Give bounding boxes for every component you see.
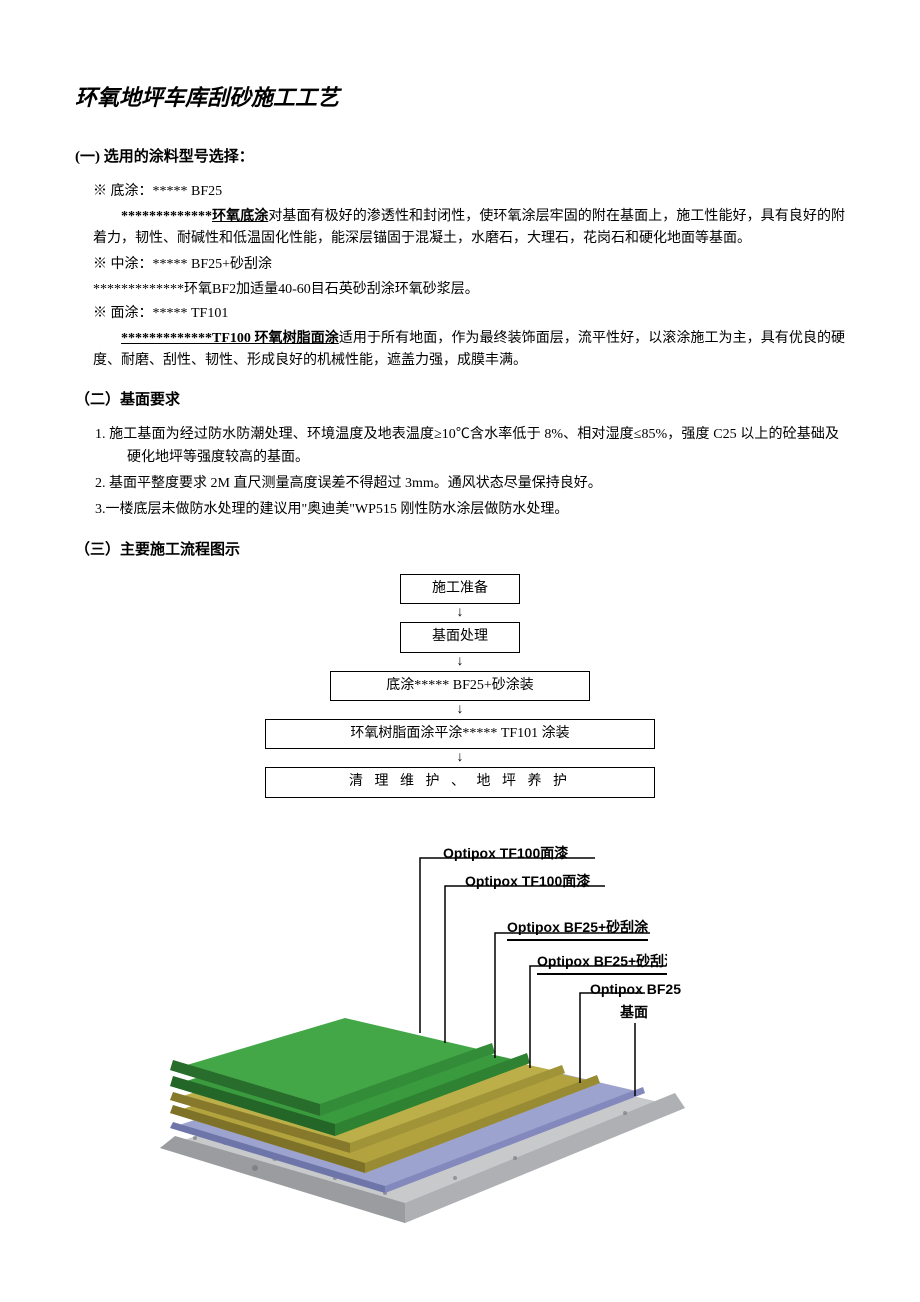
primer-description: *************环氧底涂对基面有极好的渗透性和封闭性，使环氧涂层牢固的… (93, 206, 845, 251)
topcoat-name: *************TF100 环氧树脂面涂 (121, 331, 339, 346)
midcoat-bullet: ※ 中涂：***** BF25+砂刮涂 (93, 254, 845, 276)
flow-arrow: ↓ (457, 751, 464, 765)
main-title: 环氧地坪车库刮砂施工工艺 (75, 80, 845, 115)
label-bf25: Optipox BF25 (590, 978, 681, 1000)
midcoat-desc: *************环氧BF2加适量40-60目石英砂刮涂环氧砂浆层。 (93, 279, 845, 301)
topcoat-description: *************TF100 环氧树脂面涂适用于所有地面，作为最终装饰面… (93, 328, 845, 373)
flow-arrow: ↓ (457, 655, 464, 669)
flow-box-4: 环氧树脂面涂平涂***** TF101 涂装 (265, 719, 655, 749)
section-2-heading: （二）基面要求 (75, 388, 845, 412)
label-bf25sand-2: Optipox BF25+砂刮涂 (537, 950, 667, 975)
layers-svg (75, 838, 845, 1223)
layers-diagram: Optipox TF100面漆 Optipox TF100面漆 Optipox … (75, 838, 845, 1223)
primer-bullet: ※ 底涂：***** BF25 (93, 181, 845, 203)
flow-box-5: 清 理 维 护 、 地 坪 养 护 (265, 767, 655, 797)
req-item-1: 1. 施工基面为经过防水防潮处理、环境温度及地表温度≥10℃含水率低于 8%、相… (127, 424, 845, 469)
req-item-2: 2. 基面平整度要求 2M 直尺测量高度误差不得超过 3mm。通风状态尽量保持良… (127, 473, 845, 495)
flow-box-1: 施工准备 (400, 574, 520, 604)
flow-arrow: ↓ (457, 606, 464, 620)
flow-arrow: ↓ (457, 703, 464, 717)
primer-asterisks: ************* (121, 209, 212, 224)
label-bf25sand-1: Optipox BF25+砂刮涂 (507, 916, 648, 941)
section-1-heading: (一) 选用的涂料型号选择： (75, 145, 845, 169)
label-base: 基面 (620, 1001, 648, 1023)
flowchart: 施工准备 ↓ 基面处理 ↓ 底涂***** BF25+砂涂装 ↓ 环氧树脂面涂平… (200, 574, 720, 798)
primer-name: 环氧底涂 (212, 209, 268, 224)
label-tf100-1: Optipox TF100面漆 (443, 842, 568, 864)
label-tf100-2: Optipox TF100面漆 (465, 870, 590, 892)
topcoat-bullet: ※ 面涂：***** TF101 (93, 303, 845, 325)
req-item-3: 3.一楼底层未做防水处理的建议用"奥迪美"WP515 刚性防水涂层做防水处理。 (127, 499, 845, 521)
flow-box-2: 基面处理 (400, 622, 520, 652)
flow-box-3: 底涂***** BF25+砂涂装 (330, 671, 590, 701)
section-3-heading: （三）主要施工流程图示 (75, 538, 845, 562)
